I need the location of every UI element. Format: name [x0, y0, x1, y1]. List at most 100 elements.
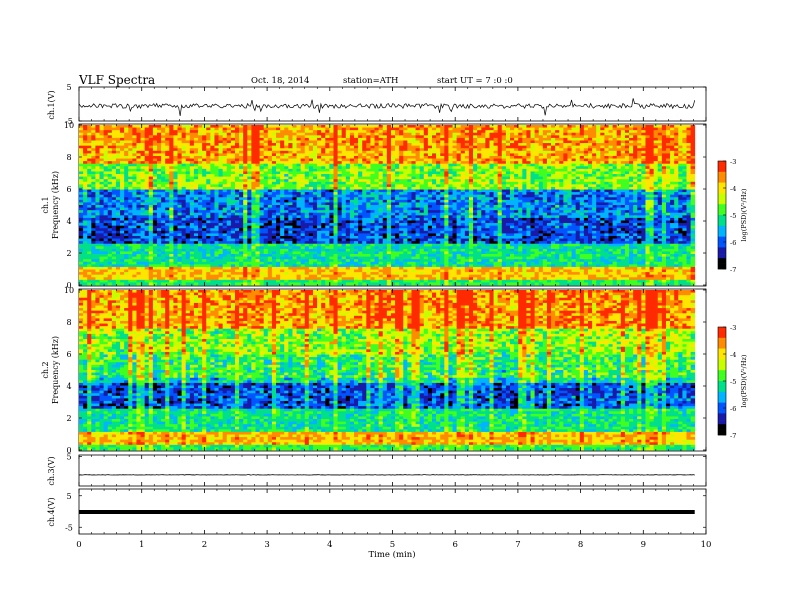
spectrogram-cell [350, 151, 355, 154]
spectrogram-cell [165, 272, 170, 275]
spectrogram-cell [219, 197, 224, 200]
spectrogram-cell [136, 140, 141, 143]
spectrogram-cell [91, 272, 96, 275]
spectrogram-cell [284, 156, 289, 159]
spectrogram-cell [210, 220, 215, 223]
spectrogram-cell [210, 228, 215, 231]
spectrogram-cell [210, 257, 215, 260]
spectrogram-cell [284, 128, 289, 131]
spectrogram-cell [301, 190, 306, 193]
spectrogram-cell [301, 241, 306, 244]
spectrogram-cell [83, 164, 88, 167]
spectrogram-cell [297, 187, 302, 190]
spectrogram-cell [350, 249, 355, 252]
spectrogram-cell [112, 244, 117, 247]
spectrogram-cell [399, 223, 404, 226]
spectrogram-cell [149, 125, 154, 128]
spectrogram-cell [256, 267, 261, 270]
spectrogram-cell [136, 270, 141, 273]
spectrogram-cell [297, 208, 302, 211]
spectrogram-cell [141, 280, 146, 283]
spectrogram-cell [256, 215, 261, 218]
spectrogram-cell [149, 169, 154, 172]
spectrogram-cell [202, 226, 207, 229]
spectrogram-cell [395, 143, 400, 146]
spectrogram-cell [362, 251, 367, 254]
spectrogram-cell [128, 205, 133, 208]
spectrogram-cell [264, 125, 269, 128]
spectrogram-cell [104, 213, 109, 216]
spectrogram-cell [288, 218, 293, 221]
spectrogram-cell [198, 213, 203, 216]
spectrogram-cell [375, 257, 380, 260]
spectrogram-cell [366, 264, 371, 267]
spectrogram-cell [321, 156, 326, 159]
spectrogram-cell [276, 220, 281, 223]
spectrogram-cell [325, 166, 330, 169]
spectrogram-cell [350, 226, 355, 229]
spectrogram-cell [321, 215, 326, 218]
spectrogram-cell [169, 272, 174, 275]
spectrogram-cell [190, 231, 195, 234]
spectrogram-cell [321, 205, 326, 208]
spectrogram-cell [260, 169, 265, 172]
spectrogram-cell [79, 262, 84, 265]
spectrogram-cell [280, 239, 285, 242]
spectrogram-cell [346, 246, 351, 249]
spectrogram-cell [120, 275, 125, 278]
spectrogram-cell [379, 228, 384, 231]
spectrogram-cell [272, 223, 277, 226]
spectrogram-cell [243, 236, 248, 239]
spectrogram-cell [297, 218, 302, 221]
spectrogram-cell [342, 277, 347, 280]
spectrogram-cell [260, 187, 265, 190]
spectrogram-cell [231, 272, 236, 275]
spectrogram-cell [256, 151, 261, 154]
spectrogram-cell [100, 143, 105, 146]
spectrogram-cell [132, 164, 137, 167]
spectrogram-cell [387, 182, 392, 185]
spectrogram-cell [91, 135, 96, 138]
spectrogram-cell [280, 218, 285, 221]
spectrogram-cell [375, 166, 380, 169]
spectrogram-cell [210, 270, 215, 273]
spectrogram-cell [83, 257, 88, 260]
spectrogram-cell [358, 244, 363, 247]
spectrogram-cell [210, 159, 215, 162]
spectrogram-cell [387, 197, 392, 200]
spectrogram-cell [153, 241, 158, 244]
spectrogram-cell [79, 244, 84, 247]
spectrogram-cell [173, 220, 178, 223]
spectrogram-cell [87, 241, 92, 244]
spectrogram-cell [379, 270, 384, 273]
date-label: Oct. 18, 2014 [251, 76, 309, 86]
spectrogram-cell [153, 179, 158, 182]
spectrogram-cell [214, 192, 219, 195]
spectrogram-cell [383, 135, 388, 138]
spectrogram-cell [194, 138, 199, 141]
spectrogram-cell [95, 130, 100, 133]
spectrogram-cell [227, 282, 232, 285]
spectrogram-cell [141, 264, 146, 267]
spectrogram-cell [91, 249, 96, 252]
spectrogram-cell [227, 140, 232, 143]
spectrogram-cell [178, 161, 183, 164]
spectrogram-cell [334, 270, 339, 273]
spectrogram-cell [120, 272, 125, 275]
spectrogram-cell [235, 166, 240, 169]
spectrogram-cell [124, 208, 128, 211]
spectrogram-cell [391, 135, 396, 138]
spectrogram-cell [366, 244, 371, 247]
spectrogram-cell [370, 190, 375, 193]
spectrogram-cell [309, 171, 314, 174]
spectrogram-cell [206, 197, 211, 200]
spectrogram-cell [227, 195, 232, 198]
spectrogram-cell [169, 231, 174, 234]
spectrogram-cell [309, 239, 314, 242]
spectrogram-cell [157, 267, 162, 270]
spectrogram-cell [149, 282, 154, 285]
spectrogram-cell [403, 254, 408, 257]
spectrogram-cell [292, 130, 297, 133]
spectrogram-cell [153, 246, 158, 249]
